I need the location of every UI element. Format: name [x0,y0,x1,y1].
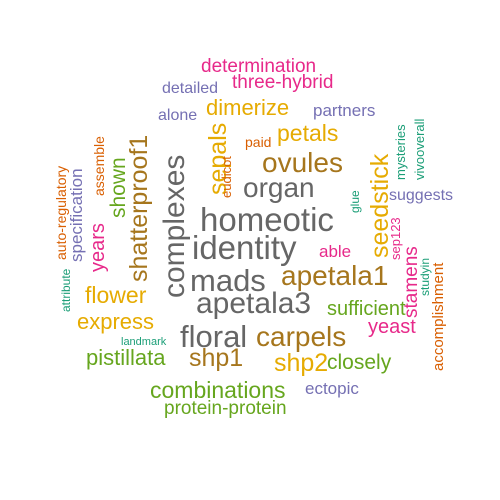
word-apetala1: apetala1 [281,260,389,291]
word-detailed: detailed [162,80,219,97]
word-three-hybrid: three-hybrid [232,72,334,93]
word-shatterproof1: shatterproof1 [125,134,153,282]
word-flower: flower [85,282,147,308]
word-dimerize: dimerize [206,95,290,120]
word-carpels: carpels [256,321,347,352]
word-complexes: complexes [158,154,191,298]
word-able: able [319,242,352,261]
word-suggests: suggests [389,187,454,204]
word-paid: paid [245,134,272,150]
word-combinations: combinations [150,377,286,403]
word-landmark: landmark [121,336,167,348]
word-closely: closely [327,351,392,374]
word-sufficient: sufficient [327,298,406,320]
word-accomplishment: accomplishment [430,262,447,371]
word-petals: petals [277,120,339,146]
word-determination: determination [201,56,317,77]
word-years: years [87,223,109,272]
word-ovules: ovules [262,147,343,178]
word-ectopic: ectopic [305,379,359,398]
word-homeotic: homeotic [200,201,334,238]
word-attribute: attribute [59,268,73,312]
word-express: express [77,309,155,334]
word-yeast: yeast [368,316,416,338]
word-floral: floral [180,319,248,354]
word-pistillata: pistillata [86,345,166,370]
word-eudicot: eudicot [219,156,234,198]
word-apetala3: apetala3 [196,287,312,320]
word-auto-regulatory: auto-regulatory [53,165,69,260]
word-shown: shown [107,157,130,218]
word-partners: partners [313,101,376,120]
word-assemble: assemble [91,136,107,196]
word-mads: mads [190,263,266,298]
word-alone: alone [158,107,198,124]
word-identity: identity [192,229,297,266]
word-protein-protein: protein-protein [164,398,287,419]
word-shp2: shp2 [274,349,329,377]
word-mysteries: mysteries [393,124,408,180]
word-shp1: shp1 [189,344,244,372]
word-organ: organ [243,172,315,203]
word-vivooverall: vivooverall [412,118,427,180]
word-glue: glue [348,190,362,213]
word-specification: specification [67,168,86,262]
